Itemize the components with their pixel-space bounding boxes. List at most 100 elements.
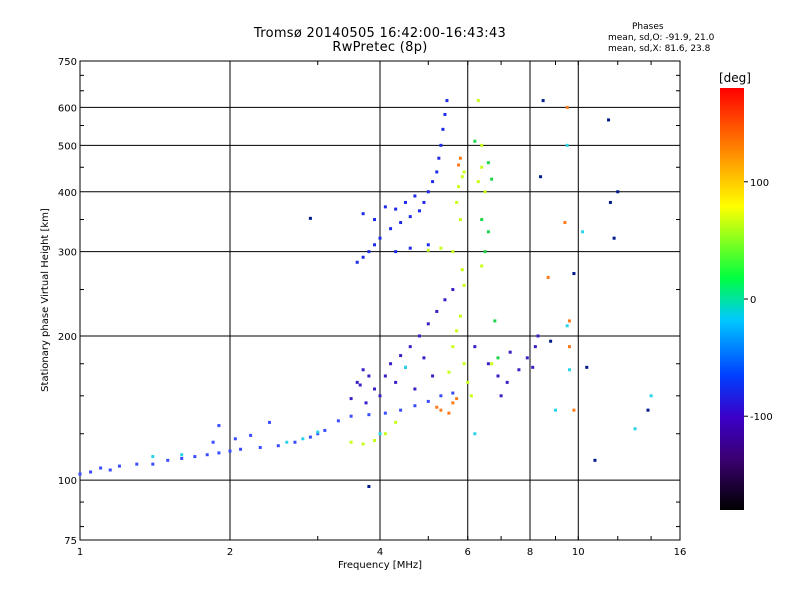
data-point xyxy=(458,314,462,318)
data-point xyxy=(525,356,529,360)
data-point xyxy=(531,365,535,369)
data-point xyxy=(211,440,215,444)
y-axis-label: Stationary phase Virtual Height [km] xyxy=(40,208,51,392)
data-point xyxy=(417,209,421,213)
data-point xyxy=(469,394,473,398)
data-point xyxy=(496,356,500,360)
data-point xyxy=(413,387,417,391)
data-point xyxy=(378,236,382,240)
data-point xyxy=(443,298,447,302)
data-point xyxy=(451,391,455,395)
x-tick-label: 8 xyxy=(527,547,533,558)
data-point xyxy=(373,218,377,222)
data-point xyxy=(539,175,543,179)
data-point xyxy=(490,362,494,366)
data-point xyxy=(249,433,253,437)
data-point xyxy=(301,437,305,441)
data-point xyxy=(383,374,387,378)
colorbar-tick-label: 100 xyxy=(750,178,769,189)
data-point xyxy=(308,216,312,220)
data-point xyxy=(443,112,447,116)
data-point xyxy=(455,397,459,401)
data-point xyxy=(633,427,637,431)
colorbar-tick-label: -100 xyxy=(750,412,773,423)
data-point xyxy=(480,143,484,147)
data-point xyxy=(78,472,82,476)
data-point xyxy=(483,250,487,254)
data-point xyxy=(565,143,569,147)
data-point xyxy=(612,236,616,240)
data-point xyxy=(151,455,155,459)
y-tick-label: 100 xyxy=(58,476,77,487)
data-point xyxy=(536,334,540,338)
data-point xyxy=(389,227,393,231)
data-point xyxy=(383,205,387,209)
data-point xyxy=(517,368,521,372)
data-point xyxy=(441,127,445,131)
x-tick-label: 10 xyxy=(572,547,585,558)
data-point xyxy=(217,451,221,455)
data-point xyxy=(426,322,430,326)
data-point xyxy=(585,365,589,369)
data-point xyxy=(451,345,455,349)
data-point xyxy=(228,449,232,453)
data-point xyxy=(439,246,443,250)
data-point xyxy=(496,374,500,378)
data-point xyxy=(413,404,417,408)
data-point xyxy=(473,139,477,143)
data-point xyxy=(646,408,650,412)
data-point xyxy=(89,470,93,474)
data-point xyxy=(435,309,439,313)
data-point xyxy=(417,334,421,338)
data-point xyxy=(399,221,403,225)
y-tick-label: 750 xyxy=(58,57,77,68)
data-point xyxy=(135,462,139,466)
colorbar xyxy=(720,88,744,510)
grid-lines xyxy=(80,61,680,540)
data-point xyxy=(408,345,412,349)
data-point xyxy=(373,439,377,443)
data-point xyxy=(389,362,393,366)
data-point xyxy=(608,200,612,204)
y-tick-label: 300 xyxy=(58,248,77,259)
data-point xyxy=(413,194,417,198)
data-point xyxy=(439,143,443,147)
data-point xyxy=(462,283,466,287)
data-point xyxy=(473,432,477,436)
data-point xyxy=(355,260,359,264)
data-point xyxy=(649,394,653,398)
data-point xyxy=(553,408,557,412)
data-point xyxy=(462,362,466,366)
data-point xyxy=(394,380,398,384)
data-point xyxy=(431,374,435,378)
data-point xyxy=(408,215,412,219)
x-tick-label: 4 xyxy=(377,547,383,558)
data-point xyxy=(455,200,459,204)
x-axis-label: Frequency [MHz] xyxy=(338,560,422,571)
data-point xyxy=(408,246,412,250)
data-point xyxy=(378,394,382,398)
data-point xyxy=(316,430,320,434)
data-point xyxy=(233,437,237,441)
axis-ticks: 1 2 4 6 8 10 16 75 100 200 300 400 500 600 750 xyxy=(58,57,686,558)
data-point xyxy=(426,399,430,403)
data-point xyxy=(367,250,371,254)
data-point xyxy=(451,401,455,405)
data-point xyxy=(308,435,312,439)
data-point xyxy=(422,200,426,204)
data-point xyxy=(349,397,353,401)
data-point xyxy=(473,345,477,349)
data-point xyxy=(499,394,503,398)
data-point xyxy=(426,190,430,194)
data-point xyxy=(581,230,585,234)
data-point xyxy=(607,118,611,122)
data-point xyxy=(431,180,435,184)
data-point xyxy=(285,440,289,444)
y-tick-label: 75 xyxy=(64,536,77,547)
data-point xyxy=(445,99,449,103)
data-point xyxy=(567,319,571,323)
data-point xyxy=(476,99,480,103)
data-point xyxy=(493,319,497,323)
data-point xyxy=(383,432,387,436)
